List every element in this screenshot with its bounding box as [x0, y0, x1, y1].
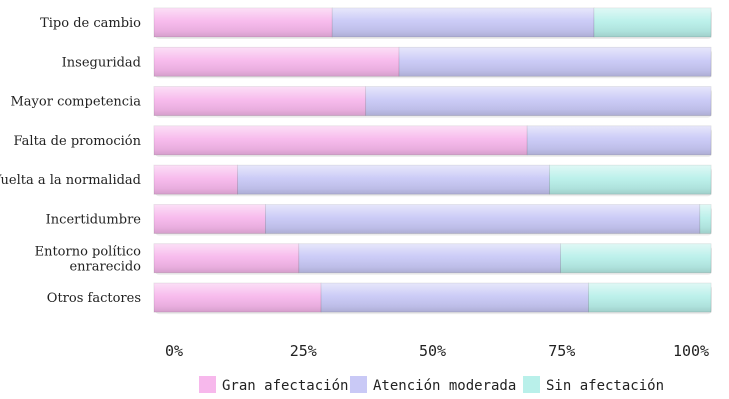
- bar-gloss: [298, 243, 561, 273]
- bars: [153, 7, 712, 315]
- bar-gloss: [365, 86, 711, 116]
- category-label: Incertidumbre: [46, 213, 142, 228]
- bar-gloss: [332, 8, 595, 37]
- bar-gloss: [699, 204, 711, 234]
- category-labels: Tipo de cambio Inseguridad Mayor competenc…: [0, 16, 142, 306]
- legend-swatch: [350, 376, 367, 393]
- legend-label: Atención moderada: [373, 378, 516, 394]
- bar-gloss: [154, 47, 400, 77]
- bar-gloss: [265, 204, 700, 234]
- bar-gloss: [154, 8, 333, 37]
- bar-gloss: [154, 86, 366, 116]
- category-label: enrarecido: [69, 259, 141, 274]
- category-label: Tipo de cambio: [40, 16, 141, 31]
- category-label: Otros factores: [47, 291, 141, 306]
- bar-gloss: [154, 165, 238, 195]
- category-label: Mayor competencia: [10, 95, 141, 110]
- category-label: Falta de promoción: [14, 134, 142, 149]
- bar-gloss: [321, 283, 589, 313]
- category-label: Vuelta a la normalidad: [0, 173, 141, 188]
- bar-gloss: [527, 125, 711, 155]
- bar-gloss: [594, 8, 711, 37]
- category-label: Entorno político: [35, 244, 142, 259]
- bar-gloss: [154, 243, 299, 273]
- legend: Gran afectación Atención moderada Sin afec…: [199, 376, 664, 394]
- bar-gloss: [549, 165, 711, 195]
- bar-gloss: [154, 125, 528, 155]
- legend-label: Gran afectación: [222, 378, 348, 394]
- x-tick-label: 75%: [548, 342, 575, 360]
- x-tick-label: 25%: [290, 342, 317, 360]
- bar-gloss: [154, 283, 322, 313]
- bar-gloss: [399, 47, 711, 77]
- bar-gloss: [237, 165, 550, 195]
- x-axis-ticks: 0% 25% 50% 75% 100%: [165, 342, 709, 360]
- bar-gloss: [588, 283, 711, 313]
- legend-label: Sin afectación: [546, 378, 664, 394]
- x-tick-label: 0%: [165, 342, 183, 360]
- category-label: Inseguridad: [62, 55, 141, 70]
- legend-swatch: [199, 376, 216, 393]
- bar-gloss: [154, 204, 266, 234]
- legend-swatch: [523, 376, 540, 393]
- x-tick-label: 50%: [419, 342, 446, 360]
- bar-gloss: [560, 243, 711, 273]
- x-tick-label: 100%: [673, 342, 709, 360]
